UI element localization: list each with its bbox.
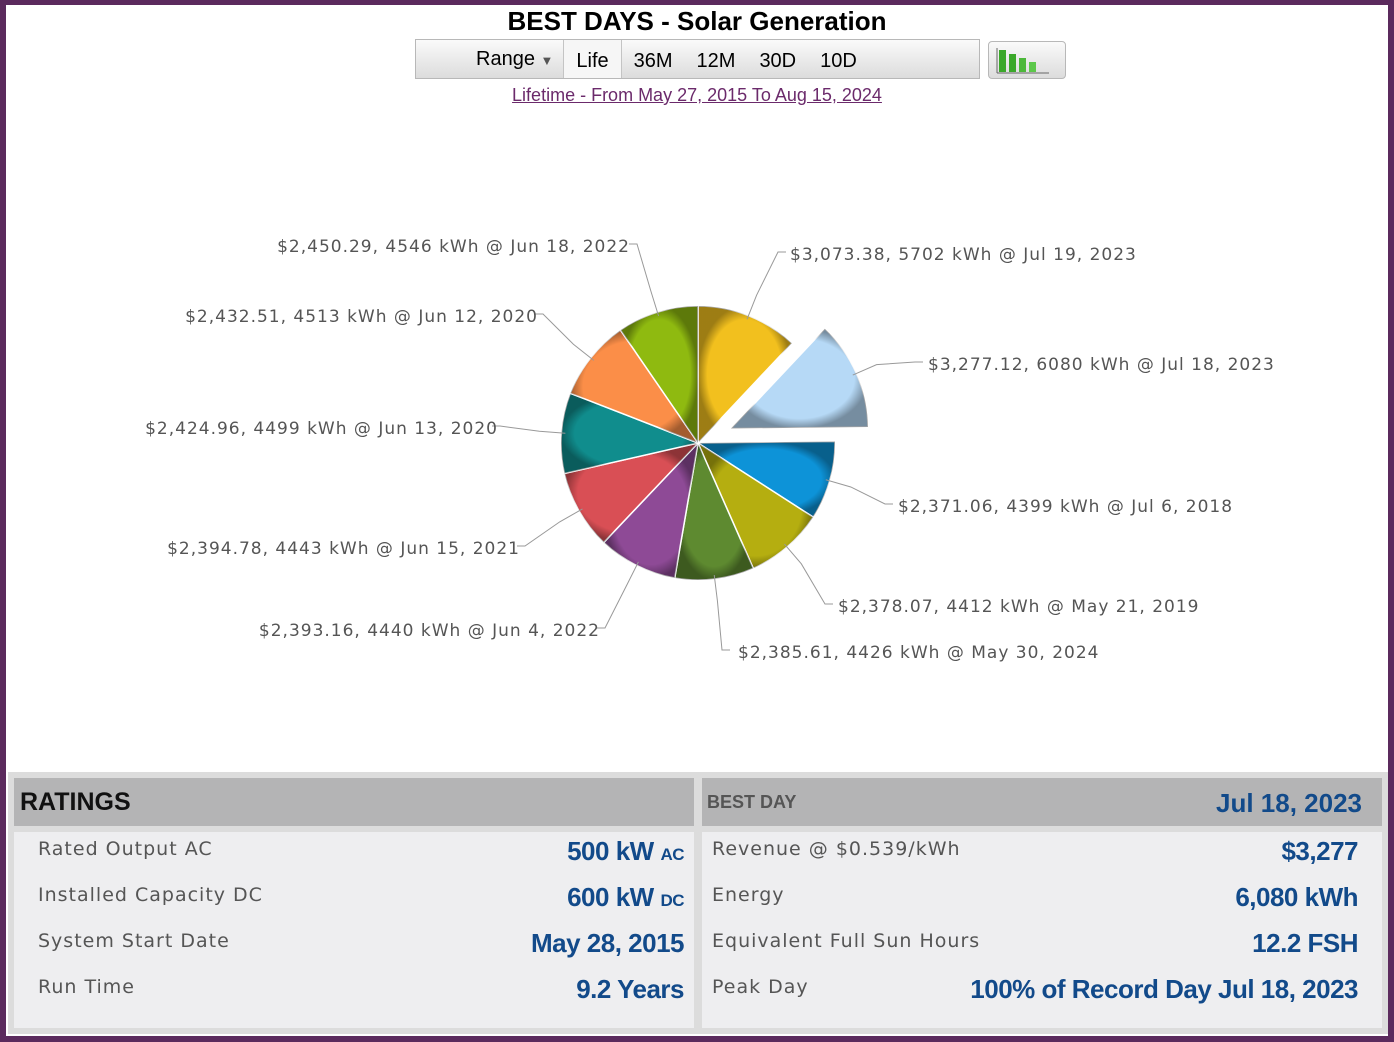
- stat-value-text: May 28, 2015: [530, 928, 685, 958]
- best-day-panel: BEST DAY Jul 18, 2023 Revenue @ $0.539/k…: [702, 778, 1382, 1028]
- stat-row: Revenue @ $0.539/kWh $3,277: [702, 832, 1382, 878]
- stat-unit: DC: [660, 891, 684, 910]
- stat-row: Rated Output AC 500 kW AC: [14, 832, 694, 878]
- stat-value: May 28, 2015: [530, 928, 685, 959]
- slice-label: $2,393.16, 4440 kWh @ Jun 4, 2022: [259, 621, 600, 641]
- stat-row: Energy 6,080 kWh: [702, 878, 1382, 924]
- stat-value: 12.2 FSH: [1252, 928, 1358, 959]
- bar-chart-icon: [996, 48, 1049, 74]
- range-button-36m[interactable]: 36M: [633, 50, 673, 72]
- stat-value-text: 6,080 kWh: [1235, 882, 1358, 912]
- stat-row: Installed Capacity DC 600 kW DC: [14, 878, 694, 924]
- slice-label: $2,450.29, 4546 kWh @ Jun 18, 2022: [277, 237, 630, 257]
- stat-value: 6,080 kWh: [1235, 882, 1358, 913]
- slice-label: $2,378.07, 4412 kWh @ May 21, 2019: [838, 597, 1199, 617]
- leader-line: [517, 508, 583, 547]
- leader-line: [746, 251, 786, 320]
- stat-label: Installed Capacity DC: [38, 884, 263, 906]
- stat-label: Energy: [712, 884, 785, 906]
- range-dropdown[interactable]: Range ▼: [476, 48, 553, 71]
- stat-value-text: 9.2 Years: [576, 974, 684, 1004]
- stat-value-text: $3,277: [1281, 836, 1358, 866]
- range-button-life[interactable]: Life: [563, 40, 622, 78]
- stat-value: $3,277: [1281, 836, 1358, 867]
- leader-line: [535, 313, 595, 361]
- slice-label: $2,432.51, 4513 kWh @ Jun 12, 2020: [185, 307, 538, 327]
- page-title: BEST DAYS - Solar Generation: [507, 6, 887, 36]
- range-button-10d[interactable]: 10D: [820, 50, 857, 72]
- slice-label: $3,277.12, 6080 kWh @ Jul 18, 2023: [928, 355, 1275, 375]
- stat-value-text: 12.2 FSH: [1252, 928, 1358, 958]
- stat-row: Run Time 9.2 Years: [14, 970, 694, 1016]
- range-button-12m[interactable]: 12M: [696, 50, 736, 72]
- slice-label: $2,371.06, 4399 kWh @ Jul 6, 2018: [898, 497, 1233, 517]
- pie-chart: $3,073.38, 5702 kWh @ Jul 19, 2023 $3,277…: [145, 237, 1275, 663]
- stat-label: Rated Output AC: [38, 838, 213, 860]
- range-label: Range: [476, 47, 535, 70]
- range-toolbar: Range ▼ Life 36M 12M 30D 10D: [415, 39, 980, 79]
- slice-label: $2,394.78, 4443 kWh @ Jun 15, 2021: [167, 539, 520, 559]
- stat-value: 100% of Record Day Jul 18, 2023: [970, 974, 1358, 1005]
- stat-label: Equivalent Full Sun Hours: [712, 930, 981, 952]
- ratings-panel: RATINGS Rated Output AC 500 kW AC Installe…: [14, 778, 694, 1028]
- stats-panels: RATINGS Rated Output AC 500 kW AC Installe…: [8, 772, 1388, 1034]
- slice-label: $2,424.96, 4499 kWh @ Jun 13, 2020: [145, 419, 498, 439]
- stat-value-text: 600 kW: [567, 882, 654, 912]
- stat-unit: AC: [660, 845, 684, 864]
- slice-label: $2,385.61, 4426 kWh @ May 30, 2024: [738, 643, 1099, 663]
- leader-line: [713, 574, 730, 651]
- stat-value: 500 kW AC: [567, 836, 684, 867]
- stat-value: 9.2 Years: [576, 974, 684, 1005]
- stat-label: Revenue @ $0.539/kWh: [712, 838, 961, 860]
- date-range-link[interactable]: Lifetime - From May 27, 2015 To Aug 15, …: [512, 85, 882, 105]
- best-day-date: Jul 18, 2023: [1216, 788, 1362, 818]
- chart-type-button[interactable]: [988, 41, 1066, 79]
- leader-line: [492, 425, 566, 434]
- stat-label: System Start Date: [38, 930, 230, 952]
- leader-line: [597, 561, 639, 629]
- stat-row: System Start Date May 28, 2015: [14, 924, 694, 970]
- stat-row: Peak Day 100% of Record Day Jul 18, 2023: [702, 970, 1382, 1016]
- caret-down-icon: ▼: [540, 52, 554, 68]
- stat-value-text: 500 kW: [567, 836, 654, 866]
- leader-line: [784, 543, 833, 605]
- slice-label: $3,073.38, 5702 kWh @ Jul 19, 2023: [790, 245, 1137, 265]
- stat-row: Equivalent Full Sun Hours 12.2 FSH: [702, 924, 1382, 970]
- leader-line: [629, 243, 660, 317]
- stat-value: 600 kW DC: [567, 882, 684, 913]
- stat-value-text: 100% of Record Day Jul 18, 2023: [970, 974, 1358, 1004]
- ratings-title: RATINGS: [20, 788, 131, 816]
- range-button-30d[interactable]: 30D: [759, 50, 797, 72]
- stat-label: Peak Day: [712, 976, 809, 998]
- leader-line: [852, 361, 923, 376]
- stat-label: Run Time: [38, 976, 135, 998]
- best-day-title: BEST DAY: [707, 792, 797, 812]
- leader-line: [825, 479, 893, 505]
